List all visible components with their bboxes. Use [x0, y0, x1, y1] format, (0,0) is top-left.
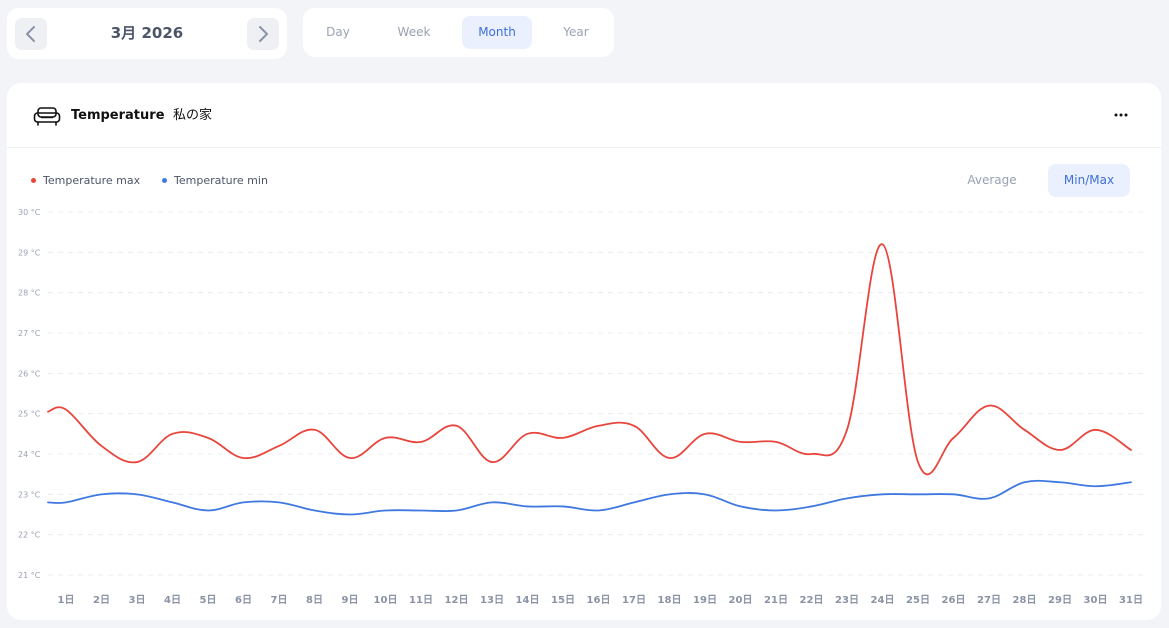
- y-tick-label: 25 °C: [18, 410, 41, 419]
- x-tick-label: 3日: [129, 594, 146, 606]
- temperature-card: Temperature - 私の家 Temperature max Temper…: [7, 83, 1161, 620]
- x-tick-label: 30日: [1084, 594, 1108, 606]
- x-tick-label: 4日: [164, 594, 181, 606]
- legend-item-min[interactable]: Temperature min: [162, 173, 292, 189]
- x-tick-label: 12日: [445, 594, 469, 606]
- tab-week[interactable]: Week: [397, 25, 431, 39]
- y-tick-label: 21 °C: [18, 571, 41, 580]
- title-separator: -: [158, 108, 163, 123]
- x-tick-label: 27日: [977, 594, 1001, 606]
- x-tick-label: 25日: [906, 594, 930, 606]
- x-tick-label: 18日: [658, 594, 682, 606]
- x-tick-label: 19日: [693, 594, 717, 606]
- minmax-mode-button[interactable]: Min/Max: [1048, 164, 1130, 197]
- chevron-left-icon: [26, 26, 35, 42]
- y-tick-label: 22 °C: [18, 531, 41, 540]
- period-tabs: Day Week Month Year: [303, 8, 614, 57]
- previous-month-button[interactable]: [15, 18, 47, 50]
- legend-dot-min: [162, 178, 167, 183]
- x-tick-label: 31日: [1119, 594, 1143, 606]
- x-tick-label: 15日: [551, 594, 575, 606]
- legend-dot-max: [31, 178, 36, 183]
- y-tick-label: 28 °C: [18, 289, 41, 298]
- x-tick-label: 9日: [342, 594, 359, 606]
- x-tick-label: 28日: [1013, 594, 1037, 606]
- legend-item-max[interactable]: Temperature max: [31, 173, 161, 189]
- y-tick-label: 27 °C: [18, 329, 41, 338]
- x-tick-label: 5日: [200, 594, 217, 606]
- x-tick-label: 26日: [942, 594, 966, 606]
- tab-year[interactable]: Year: [563, 25, 589, 39]
- more-horizontal-icon[interactable]: [1111, 107, 1131, 123]
- average-mode-button[interactable]: Average: [967, 173, 1017, 187]
- x-tick-label: 14日: [516, 594, 540, 606]
- x-tick-label: 10日: [374, 594, 398, 606]
- card-header: Temperature - 私の家: [7, 83, 1161, 148]
- x-tick-label: 21日: [764, 594, 788, 606]
- x-tick-label: 11日: [409, 594, 433, 606]
- date-navigator: 3月 2026: [7, 8, 287, 59]
- y-tick-label: 30 °C: [18, 208, 41, 217]
- sofa-icon: [33, 107, 61, 126]
- legend-label-max: Temperature max: [43, 174, 141, 187]
- x-tick-label: 8日: [306, 594, 323, 606]
- x-tick-label: 22日: [800, 594, 824, 606]
- x-tick-label: 24日: [871, 594, 895, 606]
- x-tick-label: 7日: [271, 594, 288, 606]
- x-tick-label: 16日: [587, 594, 611, 606]
- x-tick-label: 1日: [58, 594, 75, 606]
- legend-label-min: Temperature min: [174, 174, 268, 187]
- tab-day[interactable]: Day: [326, 25, 350, 39]
- x-tick-label: 6日: [235, 594, 252, 606]
- x-tick-label: 17日: [622, 594, 646, 606]
- x-tick-label: 29日: [1048, 594, 1072, 606]
- x-tick-label: 23日: [835, 594, 859, 606]
- next-month-button[interactable]: [247, 18, 279, 50]
- x-tick-label: 20日: [729, 594, 753, 606]
- y-tick-label: 29 °C: [18, 248, 41, 257]
- y-tick-label: 24 °C: [18, 450, 41, 459]
- chevron-right-icon: [259, 26, 268, 42]
- current-month-label: 3月 2026: [110, 24, 184, 42]
- card-title: Temperature: [71, 108, 165, 123]
- x-tick-label: 13日: [480, 594, 504, 606]
- x-tick-label: 2日: [93, 594, 110, 606]
- y-tick-label: 23 °C: [18, 490, 41, 499]
- tab-month[interactable]: Month: [462, 16, 532, 49]
- home-name: 私の家: [173, 108, 213, 123]
- series-line-min[interactable]: [47, 479, 1132, 516]
- y-tick-label: 26 °C: [18, 369, 41, 378]
- series-line-max[interactable]: [47, 243, 1132, 476]
